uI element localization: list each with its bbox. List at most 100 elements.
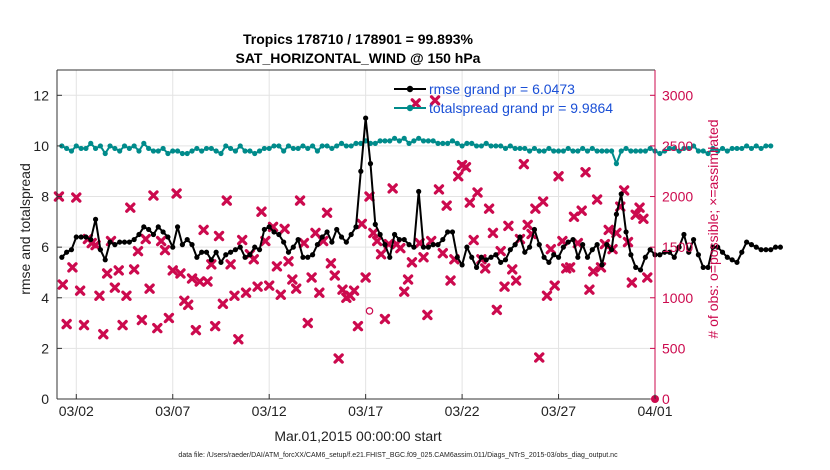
obs-assimilated-point-92 — [410, 98, 421, 109]
obs-assimilated-point-37 — [198, 224, 209, 236]
rmse-point-26 — [184, 236, 190, 243]
rmse-point-77 — [430, 242, 436, 248]
rmse-point-8 — [97, 247, 104, 253]
spread-point-121 — [642, 148, 648, 154]
rmse-point-99 — [536, 242, 542, 248]
rmse-point-61 — [353, 224, 359, 230]
spread-point-136 — [715, 148, 721, 154]
rmse-point-63 — [363, 115, 369, 121]
rmse-point-10 — [107, 239, 113, 245]
spread-point-99 — [536, 148, 542, 154]
rmse-point-130 — [686, 249, 692, 255]
spread-point-56 — [329, 145, 335, 152]
rmse-point-140 — [734, 259, 740, 265]
rmse-point-36 — [232, 247, 239, 253]
rmse-point-134 — [705, 264, 711, 270]
spread-point-46 — [281, 148, 287, 154]
rmse-point-29 — [199, 249, 205, 255]
spread-point-31 — [208, 145, 214, 152]
rmse-point-137 — [719, 249, 726, 255]
obs-assimilated-point-58 — [279, 223, 290, 235]
obs-assimilated-point-77 — [352, 320, 364, 332]
rmse-point-121 — [642, 254, 648, 260]
rmse-point-13 — [121, 239, 128, 245]
rmse-point-69 — [391, 231, 398, 238]
x-tick-label-5: 03/27 — [541, 403, 576, 419]
obs-assimilated-point-52 — [256, 206, 267, 217]
spread-point-44 — [271, 143, 277, 149]
rmse-point-11 — [112, 242, 118, 248]
spread-point-10 — [107, 143, 113, 149]
spread-point-71 — [401, 135, 407, 141]
rmse-point-17 — [141, 224, 147, 230]
obs-assimilated-point-27 — [159, 244, 171, 256]
obs-possible-point-0 — [365, 307, 374, 315]
rmse-point-91 — [498, 259, 504, 265]
x-tick-label-2: 03/12 — [252, 403, 287, 419]
spread-point-27 — [189, 148, 195, 154]
spread-point-101 — [546, 145, 552, 152]
spread-point-48 — [290, 145, 296, 152]
spread-point-40 — [252, 150, 258, 157]
rmse-point-14 — [126, 239, 132, 245]
obs-assimilated-point-108 — [472, 187, 483, 198]
obs-assimilated-point-67 — [314, 287, 325, 298]
rmse-point-25 — [179, 242, 185, 248]
rmse-point-146 — [763, 247, 769, 253]
spread-point-30 — [203, 145, 210, 152]
spread-point-106 — [570, 148, 576, 154]
rmse-point-110 — [589, 247, 595, 253]
obs-assimilated-point-35 — [190, 324, 202, 336]
rmse-point-31 — [208, 257, 214, 263]
spread-point-76 — [425, 138, 431, 144]
rmse-point-138 — [724, 254, 730, 260]
spread-point-20 — [155, 148, 161, 154]
spread-point-138 — [724, 148, 730, 154]
obs-assimilated-point-29 — [167, 265, 178, 276]
obs-assimilated-point-110 — [480, 263, 491, 274]
obs-assimilated-point-1 — [57, 279, 68, 290]
rmse-point-45 — [276, 231, 282, 238]
spread-point-12 — [117, 148, 123, 154]
obs-assimilated-point-111 — [483, 203, 495, 214]
obs-assimilated-point-2 — [61, 318, 72, 330]
obs-assimilated-point-36 — [194, 276, 205, 287]
obs-assimilated-point-79 — [360, 272, 371, 283]
spread-point-38 — [242, 148, 248, 154]
obs-assimilated-point-50 — [248, 254, 259, 265]
spread-point-69 — [391, 135, 398, 141]
y-left-tick-label-0: 0 — [41, 391, 49, 407]
obs-assimilated-point-151 — [638, 213, 649, 225]
spread-point-80 — [445, 140, 451, 146]
rmse-point-72 — [406, 242, 412, 248]
obs-assimilated-point-82 — [372, 235, 383, 247]
obs-assimilated-point-70 — [325, 258, 337, 269]
spread-point-139 — [729, 145, 735, 152]
obs-assimilated-point-17 — [121, 290, 132, 301]
rmse-point-49 — [295, 236, 301, 243]
obs-assimilated-point-31 — [175, 268, 186, 279]
spread-point-22 — [165, 150, 171, 157]
spread-point-7 — [92, 145, 99, 152]
obs-assimilated-point-51 — [252, 281, 263, 292]
rmse-point-74 — [416, 188, 422, 195]
obs-assimilated-point-132 — [564, 262, 576, 273]
spread-point-51 — [305, 145, 311, 152]
rmse-point-89 — [488, 254, 494, 260]
y-left-tick-label-6: 12 — [33, 87, 49, 103]
obs-assimilated-point-138 — [588, 266, 599, 277]
obs-assimilated-point-120 — [518, 158, 530, 170]
obs-assimilated-point-142 — [603, 224, 614, 236]
spread-point-114 — [608, 148, 615, 154]
spread-point-11 — [112, 145, 118, 152]
obs-assimilated-point-112 — [487, 227, 499, 239]
rmse-point-143 — [748, 242, 755, 248]
rmse-point-6 — [88, 236, 94, 243]
rmse-point-9 — [102, 257, 108, 263]
obs-assimilated-point-62 — [294, 195, 306, 206]
y-right-tick-label-4: 2000 — [662, 189, 693, 205]
spread-point-86 — [473, 143, 480, 149]
y-left-tick-label-1: 2 — [41, 340, 49, 356]
spread-point-87 — [478, 143, 484, 149]
spread-point-59 — [343, 143, 349, 149]
